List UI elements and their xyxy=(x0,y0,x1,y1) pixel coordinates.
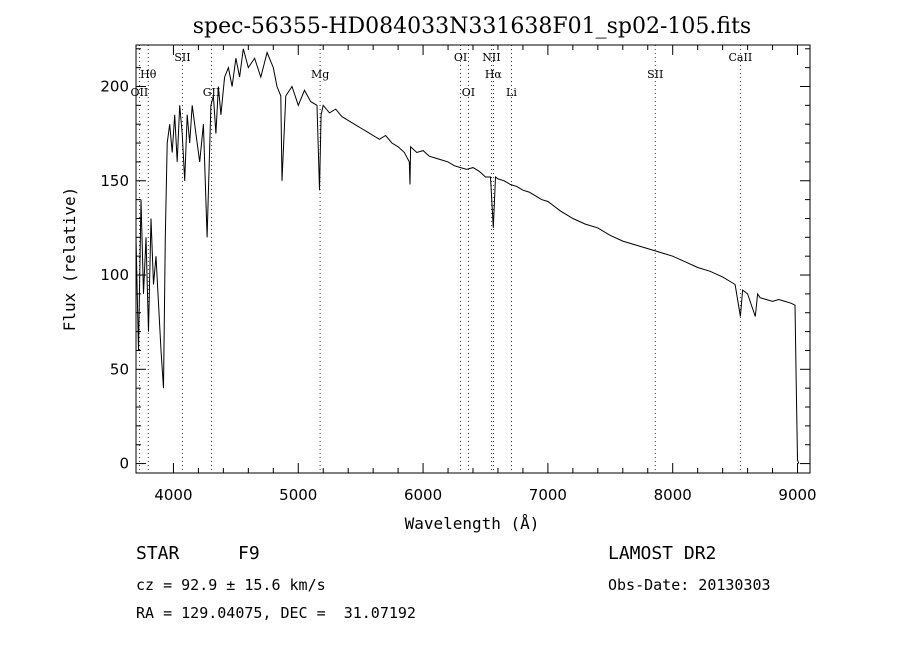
spectrum-series xyxy=(135,48,800,464)
plot-frame xyxy=(135,44,811,474)
y-tick-label-200: 200 xyxy=(100,77,129,95)
y-axis-label: Flux (relative) xyxy=(60,187,79,332)
chart-title: spec-56355-HD084033N331638F01_sp02-105.f… xyxy=(193,14,751,39)
marker-label-0: Hθ xyxy=(140,68,157,81)
spectral-subclass: F9 xyxy=(238,543,260,564)
marker-label-2: SII xyxy=(174,51,190,64)
marker-label-4: Mg xyxy=(311,68,329,81)
x-tick-label-5000: 5000 xyxy=(279,486,317,504)
y-tick-label-100: 100 xyxy=(100,266,129,284)
y-tick-label-150: 150 xyxy=(100,172,129,190)
x-tick-label-6000: 6000 xyxy=(404,486,442,504)
object-type: STAR xyxy=(136,543,180,564)
x-axis: 4000 5000 6000 7000 8000 9000 xyxy=(154,45,817,504)
y-axis: 0 50 100 150 200 xyxy=(100,48,810,473)
marker-label-5: OI xyxy=(454,51,467,64)
marker-label-8: Hα xyxy=(485,68,503,81)
x-axis-label: Wavelength (Å) xyxy=(405,514,540,533)
redshift-value: cz = 92.9 ± 15.6 km/s xyxy=(136,576,326,594)
x-tick-label-9000: 9000 xyxy=(778,486,816,504)
x-tick-label-4000: 4000 xyxy=(154,486,192,504)
marker-label-9: Li xyxy=(506,86,517,99)
coordinates: RA = 129.04075, DEC = 31.07192 xyxy=(136,604,416,622)
marker-label-7: NII xyxy=(482,51,500,64)
marker-label-10: SII xyxy=(647,68,663,81)
spectrum-line xyxy=(135,48,800,464)
survey-name: LAMOST DR2 xyxy=(608,543,717,564)
x-tick-label-8000: 8000 xyxy=(654,486,692,504)
marker-label-11: CaII xyxy=(729,51,753,64)
marker-label-1: OII xyxy=(131,86,149,99)
x-tick-label-7000: 7000 xyxy=(529,486,567,504)
y-tick-label-0: 0 xyxy=(119,455,129,473)
obs-date: Obs-Date: 20130303 xyxy=(608,576,771,594)
marker-label-6: OI xyxy=(462,86,475,99)
y-tick-label-50: 50 xyxy=(110,360,129,378)
marker-label-3: GII xyxy=(203,86,220,99)
